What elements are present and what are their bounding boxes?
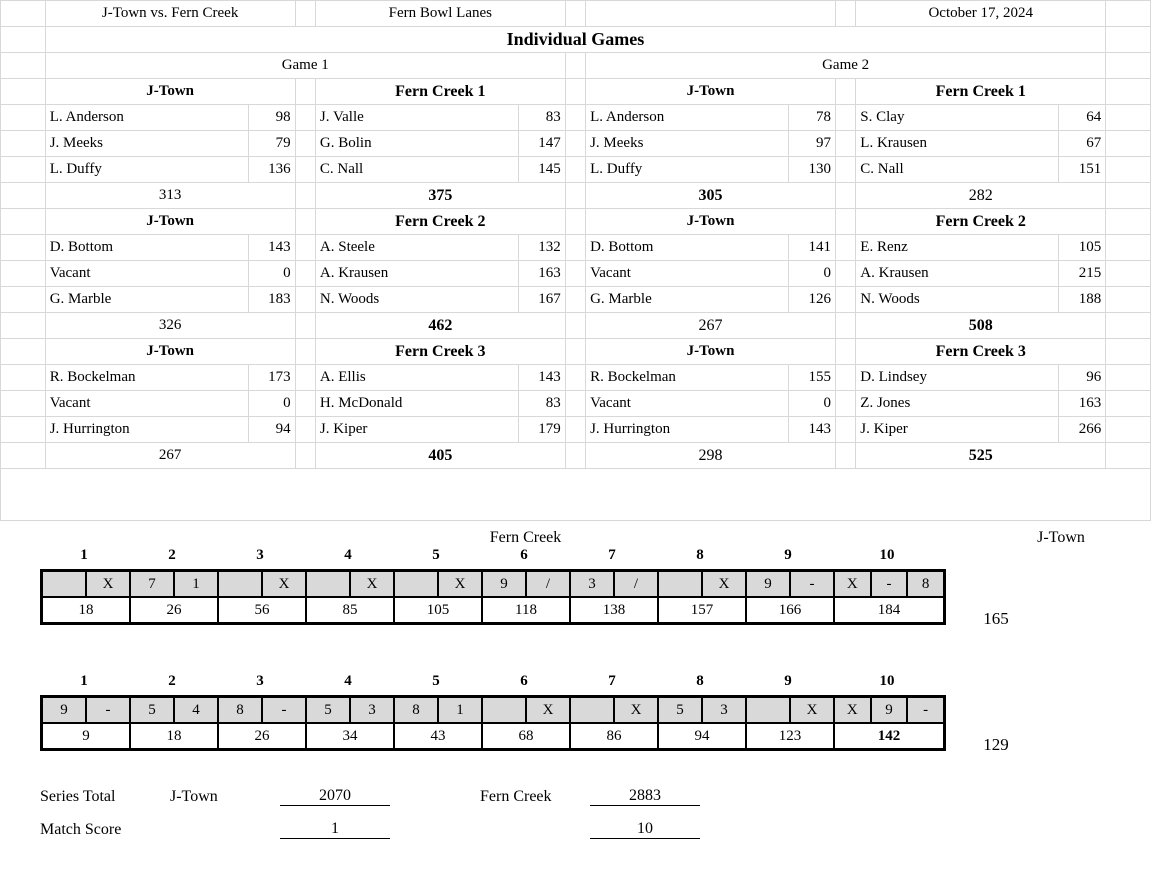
summary-section: Series Total J-Town 2070 Fern Creek 2883…	[0, 773, 1151, 839]
baker2-scorecard: 9-954188-2653348143X68X865394X123X9-142	[40, 695, 946, 751]
series-team-b: Fern Creek	[480, 788, 590, 806]
baker2-side-score: 129	[946, 717, 1046, 773]
baker-team-right: J-Town	[1011, 529, 1111, 547]
match-score-label: Match Score	[40, 821, 170, 839]
series-value-b: 2883	[590, 787, 700, 806]
baker1-scorecard: X187126X56X85X1059/1183/138X1579-166X-81…	[40, 569, 946, 625]
match-value-a: 1	[280, 820, 390, 839]
matchup: J-Town vs. Fern Creek	[45, 1, 295, 27]
individual-games-table: J-Town vs. Fern Creek Fern Bowl Lanes Oc…	[0, 0, 1151, 521]
series-total-label: Series Total	[40, 788, 170, 806]
venue: Fern Bowl Lanes	[315, 1, 565, 27]
game2-header: Game 2	[586, 53, 1106, 79]
baker-team-left: Fern Creek	[40, 529, 1011, 547]
baker1-side-score: 165	[946, 591, 1046, 647]
match-value-b: 10	[590, 820, 700, 839]
page-title: Individual Games	[45, 27, 1106, 53]
baker1-frame-numbers: 12345678910	[40, 547, 1111, 569]
baker2-frame-numbers: 12345678910	[40, 673, 1111, 695]
series-team-a: J-Town	[170, 788, 280, 806]
series-value-a: 2070	[280, 787, 390, 806]
game1-header: Game 1	[45, 53, 565, 79]
date: October 17, 2024	[856, 1, 1106, 27]
